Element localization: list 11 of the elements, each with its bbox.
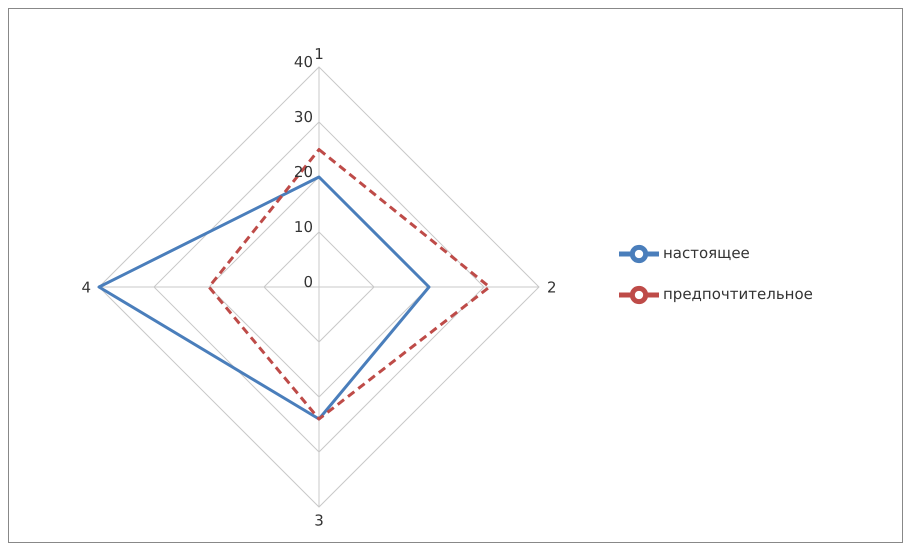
y-tick-label: 20 <box>294 163 313 181</box>
y-tick-label: 40 <box>294 53 313 71</box>
spoke-label: 1 <box>314 45 324 63</box>
legend-label: предпочтительное <box>663 285 813 303</box>
spoke-label: 4 <box>81 278 91 296</box>
y-tick-label: 10 <box>294 218 313 236</box>
legend-label: настоящее <box>663 244 750 262</box>
y-tick-label: 0 <box>303 273 313 291</box>
spoke-label: 2 <box>547 278 557 296</box>
spoke-label: 3 <box>314 512 324 530</box>
y-tick-label: 30 <box>294 108 313 126</box>
